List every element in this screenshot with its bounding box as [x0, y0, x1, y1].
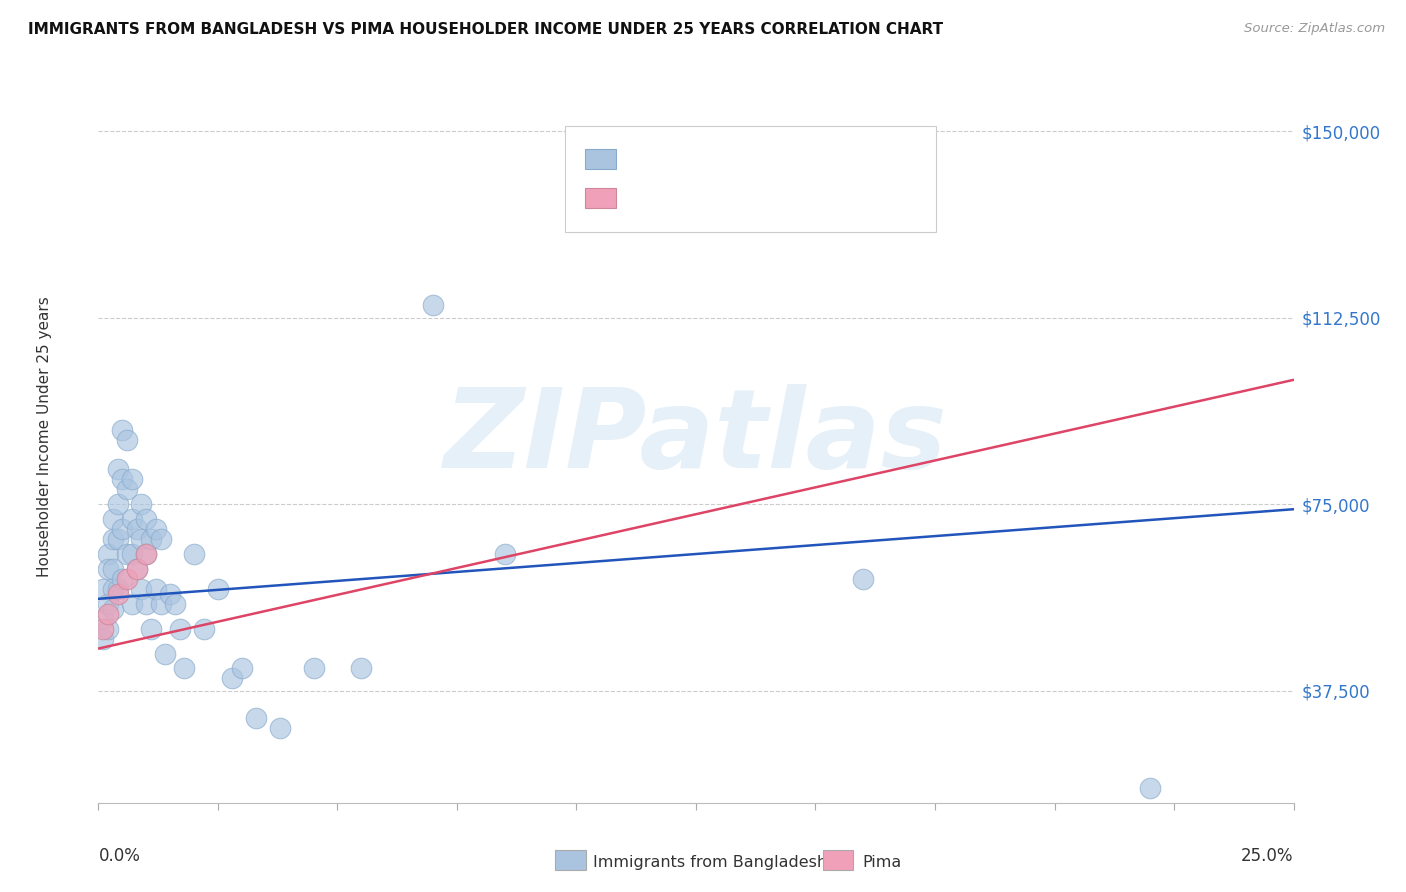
Point	[91, 612, 114, 626]
Text: ZIPatlas: ZIPatlas	[444, 384, 948, 491]
Point	[107, 497, 129, 511]
Point	[193, 622, 215, 636]
Point	[91, 632, 114, 646]
Point	[121, 472, 143, 486]
Point	[163, 597, 186, 611]
Point	[91, 622, 114, 636]
Point	[111, 522, 134, 536]
Text: 0.125: 0.125	[659, 149, 710, 164]
Point	[422, 298, 444, 312]
Point	[111, 423, 134, 437]
Text: R =: R =	[624, 188, 659, 203]
Text: 0.0%: 0.0%	[98, 847, 141, 864]
Point	[159, 587, 181, 601]
Point	[125, 522, 148, 536]
Point	[173, 661, 195, 675]
Point	[494, 547, 516, 561]
Point	[107, 532, 129, 546]
Point	[125, 562, 148, 576]
Point	[107, 462, 129, 476]
Point	[97, 547, 120, 561]
Point	[115, 547, 138, 561]
Point	[135, 547, 157, 561]
Point	[139, 532, 162, 546]
Point	[97, 622, 120, 636]
Text: N =: N =	[716, 149, 762, 164]
Point	[1139, 780, 1161, 795]
Text: R =: R =	[624, 149, 659, 164]
Point	[101, 582, 124, 596]
Point	[97, 607, 120, 621]
Text: Immigrants from Bangladesh: Immigrants from Bangladesh	[593, 855, 828, 870]
Text: Householder Income Under 25 years: Householder Income Under 25 years	[37, 297, 52, 577]
Point	[101, 532, 124, 546]
Point	[269, 721, 291, 735]
Point	[169, 622, 191, 636]
Point	[121, 597, 143, 611]
Point	[111, 472, 134, 486]
Point	[115, 572, 138, 586]
Point	[101, 562, 124, 576]
Point	[245, 711, 267, 725]
Point	[121, 547, 143, 561]
Text: 6: 6	[765, 188, 782, 203]
Point	[135, 597, 157, 611]
Point	[145, 522, 167, 536]
Point	[131, 582, 153, 596]
Point	[135, 547, 157, 561]
Point	[115, 483, 138, 497]
Point	[231, 661, 253, 675]
Point	[111, 572, 134, 586]
Point	[350, 661, 373, 675]
Text: 59: 59	[765, 149, 787, 164]
Text: 25.0%: 25.0%	[1241, 847, 1294, 864]
Point	[101, 601, 124, 615]
Point	[115, 433, 138, 447]
Text: Source: ZipAtlas.com: Source: ZipAtlas.com	[1244, 22, 1385, 36]
Point	[97, 562, 120, 576]
Point	[145, 582, 167, 596]
Point	[97, 597, 120, 611]
Point	[121, 512, 143, 526]
Point	[131, 532, 153, 546]
Text: N =: N =	[716, 188, 762, 203]
Point	[183, 547, 205, 561]
Point	[131, 497, 153, 511]
Point	[107, 587, 129, 601]
Point	[221, 672, 243, 686]
Point	[125, 562, 148, 576]
Text: 0.914: 0.914	[659, 188, 710, 203]
Point	[207, 582, 229, 596]
Point	[302, 661, 325, 675]
Text: Pima: Pima	[862, 855, 901, 870]
Point	[149, 597, 172, 611]
Point	[155, 647, 177, 661]
Point	[139, 622, 162, 636]
Point	[107, 582, 129, 596]
Point	[852, 572, 875, 586]
Text: IMMIGRANTS FROM BANGLADESH VS PIMA HOUSEHOLDER INCOME UNDER 25 YEARS CORRELATION: IMMIGRANTS FROM BANGLADESH VS PIMA HOUSE…	[28, 22, 943, 37]
Point	[91, 582, 114, 596]
Point	[135, 512, 157, 526]
Point	[149, 532, 172, 546]
Point	[101, 512, 124, 526]
